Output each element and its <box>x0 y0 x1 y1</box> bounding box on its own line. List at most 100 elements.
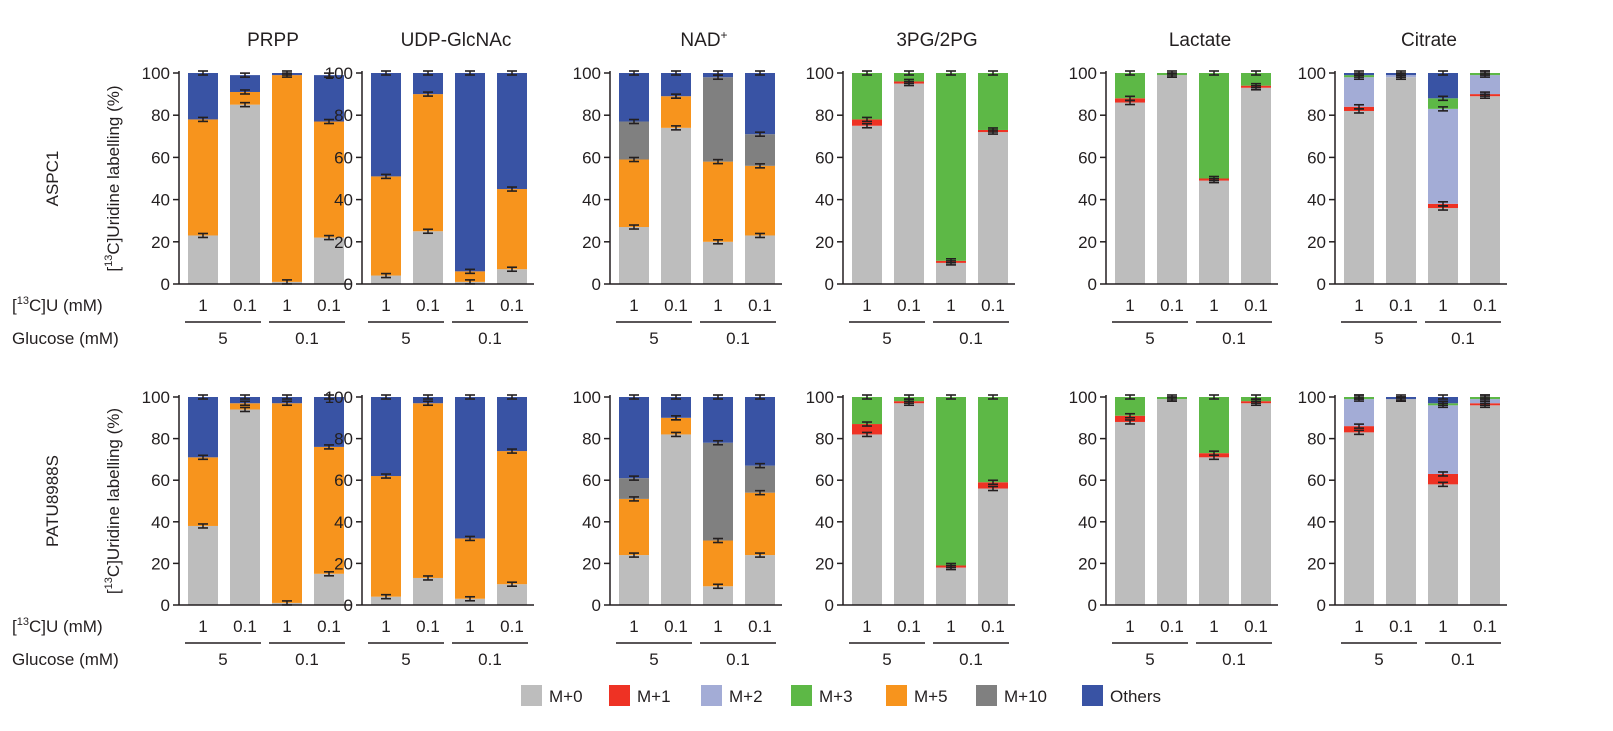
y-tick-label: 80 <box>1078 430 1097 449</box>
bar-segment-mplus1 <box>1344 426 1374 433</box>
bar-segment-mplus0 <box>852 125 882 284</box>
y-tick-label: 0 <box>161 275 170 294</box>
bar-segment-mplus5 <box>745 165 775 236</box>
y-tick-label: 20 <box>582 233 601 252</box>
glucose-value-label: 5 <box>1145 650 1154 669</box>
bar-segment-mplus0 <box>1241 87 1271 285</box>
bar-segment-mplus5 <box>413 94 443 232</box>
row-label: PATU8988S <box>43 455 62 547</box>
bar-segment-others <box>1428 397 1458 404</box>
y-tick-label: 40 <box>815 191 834 210</box>
bar-segment-mplus0 <box>1386 77 1416 284</box>
y-tick-label: 0 <box>592 275 601 294</box>
y-tick-label: 60 <box>582 148 601 167</box>
bar-segment-others <box>272 397 302 404</box>
glucose-value-label: 0.1 <box>478 650 502 669</box>
chart-title: Lactate <box>1169 30 1231 51</box>
x-tick-label: 0.1 <box>500 296 524 315</box>
y-tick-label: 60 <box>334 148 353 167</box>
y-tick-label: 0 <box>1088 596 1097 615</box>
x-tick-label: 0.1 <box>317 296 341 315</box>
x-tick-label: 0.1 <box>1244 617 1268 636</box>
glucose-value-label: 5 <box>401 650 410 669</box>
legend-label: M+0 <box>549 687 583 706</box>
x-tick-label: 0.1 <box>416 617 440 636</box>
y-tick-label: 100 <box>325 388 353 407</box>
x-tick-label: 1 <box>1209 617 1218 636</box>
chart-title: 3PG/2PG <box>896 30 977 51</box>
y-tick-label: 100 <box>142 388 170 407</box>
row-label: ASPC1 <box>43 151 62 207</box>
y-tick-label: 0 <box>1317 596 1326 615</box>
x-tick-label: 0.1 <box>748 296 772 315</box>
bar-segment-mplus0 <box>936 262 966 284</box>
glucose-value-label: 0.1 <box>295 650 319 669</box>
y-tick-label: 80 <box>1078 106 1097 125</box>
y-tick-label: 40 <box>1078 513 1097 532</box>
bar-segment-mplus3 <box>852 73 882 120</box>
x-tick-label: 0.1 <box>1473 296 1497 315</box>
bar-segment-mplus0 <box>661 434 691 605</box>
bar-segment-mplus0 <box>314 237 344 284</box>
y-tick-label: 100 <box>1069 388 1097 407</box>
bar-segment-mplus0 <box>894 403 924 605</box>
legend-label: M+1 <box>637 687 671 706</box>
y-tick-label: 40 <box>582 513 601 532</box>
bar-segment-mplus0 <box>745 555 775 605</box>
bar-segment-mplus3 <box>1199 73 1229 179</box>
x-tick-label: 1 <box>1438 617 1447 636</box>
legend-label: M+3 <box>819 687 853 706</box>
x-tick-label: 1 <box>465 617 474 636</box>
bar-segment-mplus0 <box>1428 208 1458 284</box>
legend-item-mplus1: M+1 <box>609 685 671 706</box>
bar-segment-mplus0 <box>497 269 527 284</box>
glucose-row-label: Glucose (mM) <box>12 650 119 669</box>
y-tick-label: 100 <box>573 388 601 407</box>
x-tick-label: 0.1 <box>500 617 524 636</box>
y-tick-label: 80 <box>151 430 170 449</box>
x-tick-label: 1 <box>713 617 722 636</box>
glucose-value-label: 5 <box>401 329 410 348</box>
bar-segment-mplus1 <box>978 482 1008 489</box>
legend-item-mplus3: M+3 <box>791 685 853 706</box>
legend-item-mplus2: M+2 <box>701 685 763 706</box>
y-tick-label: 0 <box>344 275 353 294</box>
y-tick-label: 60 <box>1078 471 1097 490</box>
bar-segment-mplus1 <box>852 119 882 126</box>
y-tick-label: 20 <box>1307 554 1326 573</box>
x-tick-label: 0.1 <box>664 617 688 636</box>
y-tick-label: 60 <box>815 148 834 167</box>
y-tick-label: 0 <box>825 275 834 294</box>
bar-segment-mplus5 <box>619 498 649 556</box>
bar-segment-others <box>188 73 218 120</box>
bar-segment-others <box>497 397 527 452</box>
bar-segment-mplus0 <box>1115 102 1145 284</box>
bar-segment-mplus5 <box>703 161 733 242</box>
bar-segment-mplus10 <box>619 478 649 499</box>
y-tick-label: 60 <box>334 471 353 490</box>
y-tick-label: 20 <box>815 554 834 573</box>
bar-segment-mplus10 <box>619 121 649 160</box>
y-tick-label: 60 <box>151 471 170 490</box>
legend-label: M+5 <box>914 687 948 706</box>
y-tick-label: 0 <box>592 596 601 615</box>
x-tick-label: 0.1 <box>1473 617 1497 636</box>
y-tick-label: 100 <box>142 64 170 83</box>
bar-segment-mplus1 <box>1115 415 1145 422</box>
bar-segment-mplus0 <box>1386 399 1416 605</box>
y-tick-label: 100 <box>1298 388 1326 407</box>
glucose-value-label: 5 <box>649 650 658 669</box>
legend-label: M+2 <box>729 687 763 706</box>
bar-segment-mplus0 <box>703 241 733 284</box>
y-tick-label: 100 <box>1298 64 1326 83</box>
y-tick-label: 0 <box>161 596 170 615</box>
x-tick-label: 1 <box>381 296 390 315</box>
bar-segment-mplus0 <box>1470 405 1500 605</box>
x-tick-label: 0.1 <box>1244 296 1268 315</box>
legend: M+0 M+1 M+2 M+3 M+5 M+10 Others <box>521 685 1161 706</box>
